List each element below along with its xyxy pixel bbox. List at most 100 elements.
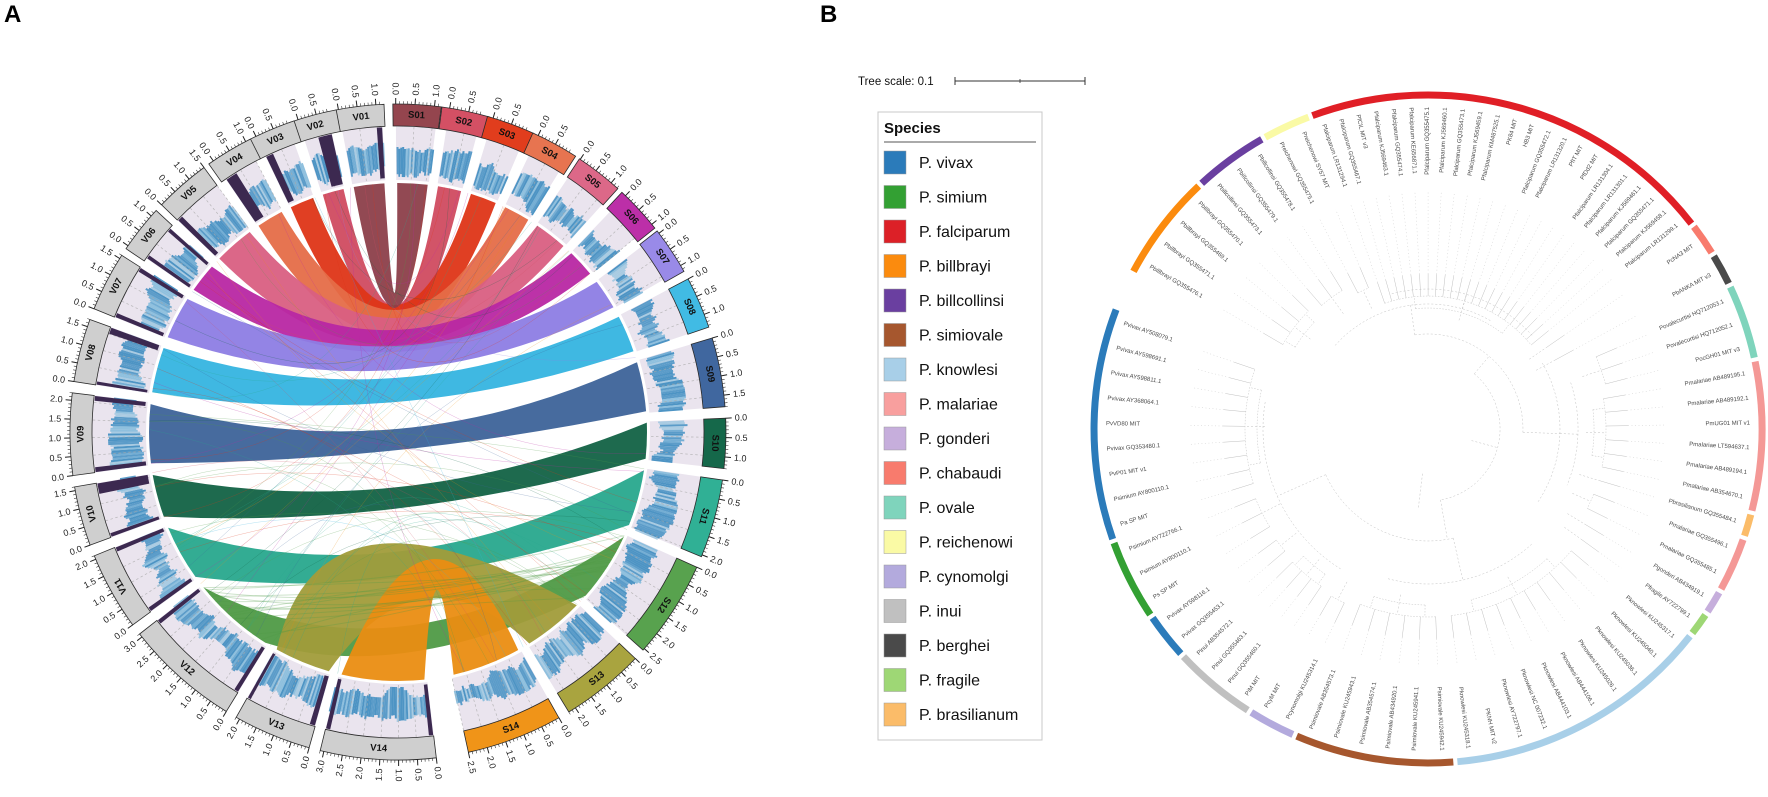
svg-text:0.5: 0.5 (413, 768, 424, 781)
svg-text:P. knowlesi: P. knowlesi (919, 362, 998, 379)
svg-text:1.5: 1.5 (504, 749, 518, 764)
svg-text:V14: V14 (370, 742, 388, 754)
svg-text:0.5: 0.5 (279, 749, 293, 764)
svg-text:0.5: 0.5 (49, 453, 62, 464)
svg-text:S03: S03 (497, 126, 517, 142)
svg-text:1.0: 1.0 (394, 769, 404, 782)
svg-text:2.0: 2.0 (74, 558, 89, 572)
svg-text:1.0: 1.0 (369, 83, 380, 96)
svg-text:PvVD80 MIT: PvVD80 MIT (1106, 421, 1140, 427)
svg-text:0.0: 0.0 (719, 327, 734, 340)
svg-text:Pvivax AY368064.1: Pvivax AY368064.1 (1107, 396, 1160, 407)
svg-text:2.0: 2.0 (485, 755, 498, 770)
svg-text:0.0: 0.0 (446, 86, 458, 100)
svg-text:P. simiovale: P. simiovale (919, 328, 1003, 345)
svg-text:Psimiovale KU245942.1: Psimiovale KU245942.1 (1436, 687, 1445, 752)
svg-text:1.0: 1.0 (729, 367, 743, 379)
svg-text:1.0: 1.0 (523, 741, 537, 756)
svg-text:2.5: 2.5 (334, 763, 346, 777)
svg-text:1.5: 1.5 (65, 315, 80, 328)
svg-text:Psimiovale KU245941.1: Psimiovale KU245941.1 (1412, 686, 1421, 751)
svg-text:1.0: 1.0 (431, 84, 442, 98)
svg-text:0.5: 0.5 (466, 90, 478, 104)
svg-text:1.5: 1.5 (716, 535, 731, 548)
svg-text:0.5: 0.5 (727, 496, 741, 508)
svg-text:S09: S09 (703, 365, 717, 384)
svg-text:3.0: 3.0 (314, 759, 327, 773)
svg-text:1.0: 1.0 (48, 433, 61, 443)
svg-text:0.5: 0.5 (62, 525, 77, 538)
svg-text:S10: S10 (709, 434, 721, 451)
svg-text:0.0: 0.0 (537, 114, 551, 130)
svg-text:0.0: 0.0 (330, 87, 342, 101)
svg-text:P. brasilianum: P. brasilianum (919, 707, 1018, 724)
svg-text:Tree scale: 0.1: Tree scale: 0.1 (858, 76, 934, 88)
svg-text:0.5: 0.5 (725, 347, 739, 360)
svg-text:0.0: 0.0 (298, 755, 311, 770)
svg-text:V10: V10 (84, 504, 99, 523)
svg-text:0.0: 0.0 (391, 82, 401, 95)
svg-text:Pfalciparum KJ569460.1: Pfalciparum KJ569460.1 (1439, 107, 1449, 173)
svg-text:P. malariae: P. malariae (919, 397, 998, 414)
svg-text:Pfalciparum KE656871.1: Pfalciparum KE656871.1 (1407, 107, 1417, 174)
svg-text:0.0: 0.0 (51, 472, 65, 484)
svg-text:1.5: 1.5 (374, 768, 385, 781)
svg-text:1.0: 1.0 (711, 302, 726, 316)
svg-text:Pvivax GQ353480.1: Pvivax GQ353480.1 (1107, 443, 1162, 452)
svg-text:0.5: 0.5 (306, 92, 319, 107)
svg-text:0.0: 0.0 (491, 96, 504, 111)
svg-text:0.0: 0.0 (432, 766, 443, 780)
svg-text:1.5: 1.5 (242, 734, 256, 750)
svg-text:B: B (820, 1, 837, 28)
svg-text:S01: S01 (408, 110, 426, 122)
svg-text:0.5: 0.5 (349, 85, 360, 99)
svg-text:0.0: 0.0 (52, 373, 66, 385)
svg-text:1.5: 1.5 (732, 388, 746, 399)
svg-text:2.0: 2.0 (50, 393, 63, 404)
svg-text:P. fragile: P. fragile (919, 673, 980, 690)
svg-text:V08: V08 (84, 343, 99, 362)
svg-text:0.0: 0.0 (703, 566, 719, 580)
svg-text:P. gonderi: P. gonderi (919, 431, 990, 448)
svg-text:Species: Species (884, 120, 941, 137)
svg-text:PmUG01 MIT v1: PmUG01 MIT v1 (1705, 421, 1750, 428)
svg-text:1.5: 1.5 (49, 413, 62, 423)
svg-text:P. inui: P. inui (919, 604, 961, 621)
svg-text:0.5: 0.5 (260, 107, 274, 122)
svg-text:Pmalariae AB489192.1: Pmalariae AB489192.1 (1687, 396, 1749, 408)
svg-text:P. cynomolgi: P. cynomolgi (919, 569, 1009, 586)
svg-text:1.0: 1.0 (734, 453, 747, 464)
svg-text:0.0: 0.0 (242, 115, 256, 131)
svg-text:0.0: 0.0 (731, 476, 745, 488)
svg-text:V09: V09 (75, 426, 86, 443)
svg-text:P. chabaudi: P. chabaudi (919, 466, 1001, 483)
svg-text:P. billcollinsi: P. billcollinsi (919, 293, 1004, 310)
svg-text:0.5: 0.5 (510, 102, 524, 117)
svg-text:2.0: 2.0 (354, 766, 365, 780)
svg-text:2.5: 2.5 (466, 760, 478, 774)
svg-text:1.5: 1.5 (53, 487, 67, 499)
svg-text:V02: V02 (306, 118, 325, 133)
svg-text:P. billbrayi: P. billbrayi (919, 259, 991, 276)
svg-text:0.5: 0.5 (55, 353, 69, 365)
svg-text:1.0: 1.0 (722, 516, 737, 529)
svg-text:S02: S02 (454, 115, 473, 129)
svg-text:1.0: 1.0 (261, 742, 275, 757)
svg-text:0.0: 0.0 (68, 544, 83, 558)
svg-text:V01: V01 (352, 111, 371, 124)
svg-text:0.0: 0.0 (734, 412, 747, 423)
svg-text:Pfalciparum GQ355475.1: Pfalciparum GQ355475.1 (1425, 106, 1431, 174)
svg-text:P. ovale: P. ovale (919, 500, 975, 517)
svg-text:PvP01 MIT v1: PvP01 MIT v1 (1109, 467, 1148, 478)
svg-text:2.0: 2.0 (709, 554, 724, 568)
svg-text:1.0: 1.0 (60, 334, 75, 347)
svg-text:0.0: 0.0 (72, 296, 87, 310)
svg-text:1.0: 1.0 (57, 506, 72, 519)
svg-text:P. vivax: P. vivax (919, 155, 973, 172)
svg-text:0.0: 0.0 (287, 98, 300, 113)
svg-text:0.5: 0.5 (541, 733, 555, 749)
svg-text:P. simium: P. simium (919, 190, 987, 207)
svg-text:0.5: 0.5 (411, 83, 422, 96)
svg-text:P. berghei: P. berghei (919, 638, 990, 655)
svg-text:P. falciparum: P. falciparum (919, 224, 1010, 241)
